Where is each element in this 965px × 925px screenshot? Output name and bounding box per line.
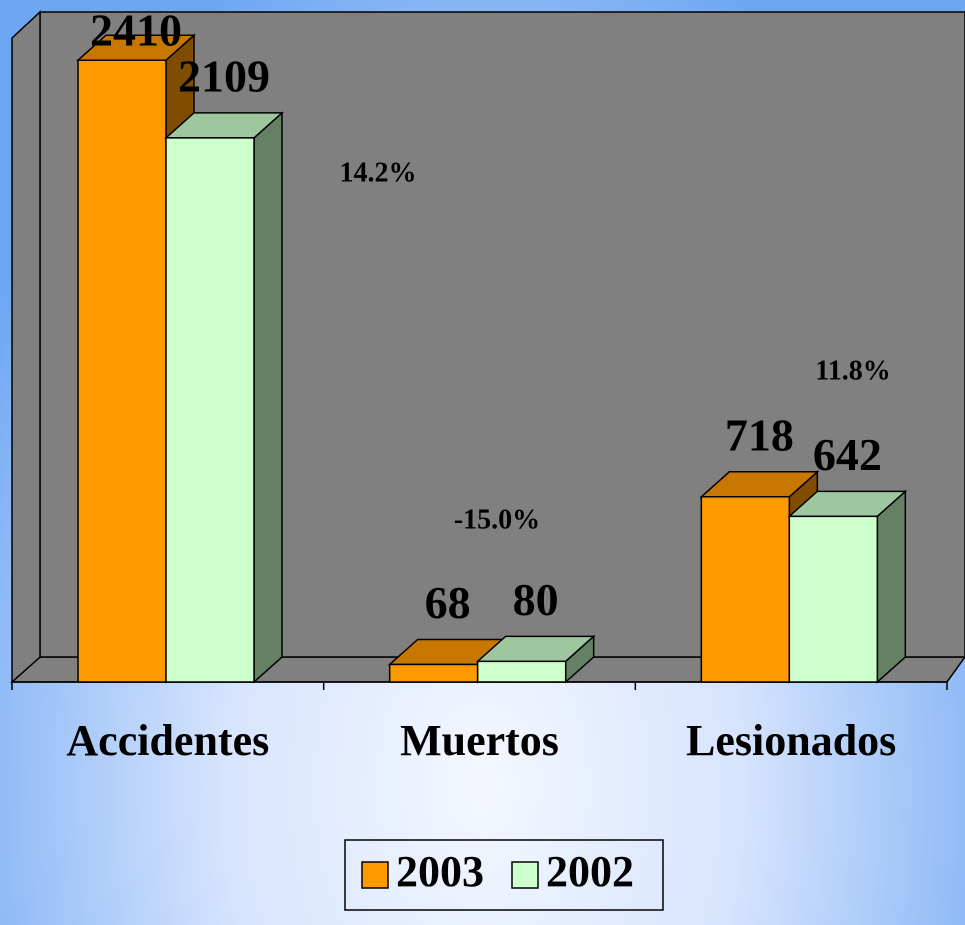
legend bbox=[344, 839, 664, 911]
bar-front bbox=[476, 660, 567, 683]
bar bbox=[475, 634, 596, 684]
value-label: 718 bbox=[725, 409, 794, 460]
bars bbox=[76, 33, 908, 684]
x-tick-label: Muertos bbox=[400, 716, 559, 765]
x-tick-label: Lesionados bbox=[686, 716, 896, 765]
bar-side bbox=[876, 489, 907, 684]
value-label: 68 bbox=[425, 577, 471, 628]
bar-front bbox=[165, 137, 255, 683]
annotation: 14.2% bbox=[340, 157, 417, 188]
value-label: 80 bbox=[513, 574, 559, 625]
legend-label: 2003 bbox=[396, 847, 484, 896]
bar-front bbox=[388, 663, 479, 683]
bar bbox=[699, 470, 820, 684]
bar-front bbox=[77, 59, 167, 683]
bar bbox=[787, 489, 908, 684]
annotation: -15.0% bbox=[454, 504, 540, 535]
legend-swatch bbox=[511, 861, 539, 889]
value-label: 2109 bbox=[178, 50, 270, 101]
bar-front bbox=[788, 515, 879, 683]
legend-label: 2002 bbox=[546, 847, 634, 896]
bar bbox=[164, 111, 284, 684]
bar-side bbox=[253, 111, 283, 684]
bar-front bbox=[700, 496, 791, 683]
legend-items: 2003 2002 bbox=[361, 847, 634, 896]
side-wall bbox=[11, 10, 41, 684]
legend-swatch bbox=[361, 861, 389, 889]
annotation: 11.8% bbox=[815, 355, 890, 386]
value-label: 2410 bbox=[90, 5, 182, 56]
value-label: 642 bbox=[813, 429, 882, 480]
x-tick-label: Accidentes bbox=[66, 716, 269, 765]
